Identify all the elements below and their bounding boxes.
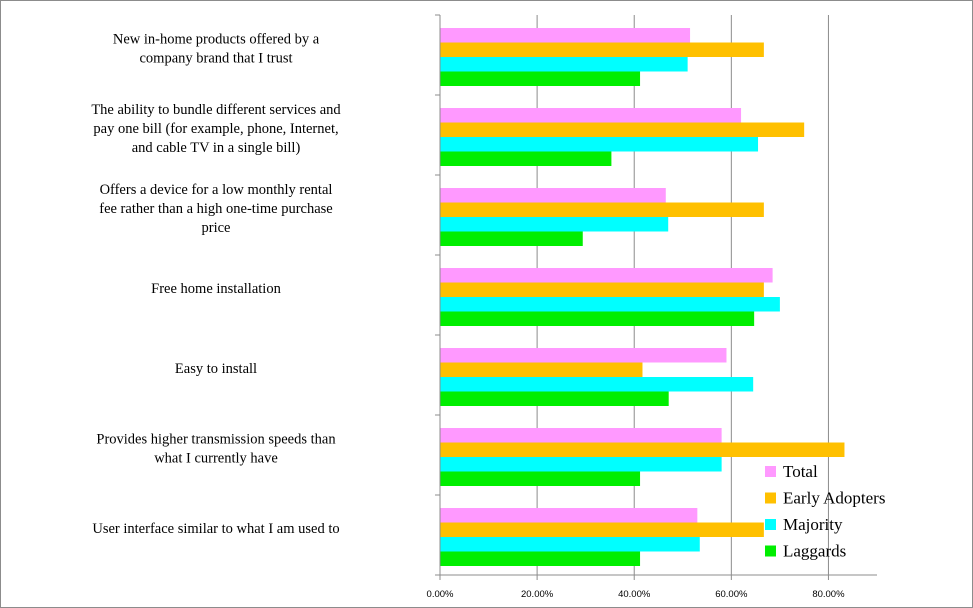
bar [440,217,669,232]
bar [440,508,698,523]
legend-label: Majority [783,515,843,534]
legend-swatch [765,519,776,530]
x-tick-label: 0.00% [427,589,454,600]
bar [440,137,759,152]
bar [440,457,722,472]
bar [440,348,727,363]
bar [440,377,754,392]
category-label: Offers a device for a low monthly rental… [99,182,333,236]
legend-swatch [765,545,776,557]
bar [440,188,666,203]
bar [440,362,643,377]
category-label: Provides higher transmission speeds than… [96,432,336,467]
bar [440,537,700,552]
x-tick-label: 60.00% [715,589,748,600]
legend-swatch [765,466,776,477]
bar [440,231,583,246]
category-label: New in-home products offered by a company… [113,32,320,67]
bar [440,122,805,137]
bar [440,268,773,283]
bar [440,282,764,297]
category-label: Free home installation [151,281,281,297]
x-tick-label: 20.00% [521,589,554,600]
legend-label: Total [783,462,818,481]
x-tick-label: 40.00% [618,589,651,600]
bar [440,471,641,486]
bar [440,522,764,537]
bar [440,551,641,566]
bar [440,391,669,406]
bar [440,442,845,457]
legend-swatch [765,492,776,504]
legend-label: Early Adopters [783,489,885,508]
bar [440,71,641,86]
bar [440,28,691,43]
bar [440,311,755,326]
category-label: The ability to bundle different services… [91,102,341,156]
bar [440,57,688,72]
bar [440,108,742,123]
legend-label: Laggards [783,542,846,561]
category-label: Easy to install [175,361,257,377]
bar [440,297,780,312]
bar [440,428,722,443]
bar [440,151,612,166]
bar [440,202,764,217]
bar [440,42,764,57]
x-tick-label: 80.00% [812,589,845,600]
category-label: User interface similar to what I am used… [92,521,339,537]
